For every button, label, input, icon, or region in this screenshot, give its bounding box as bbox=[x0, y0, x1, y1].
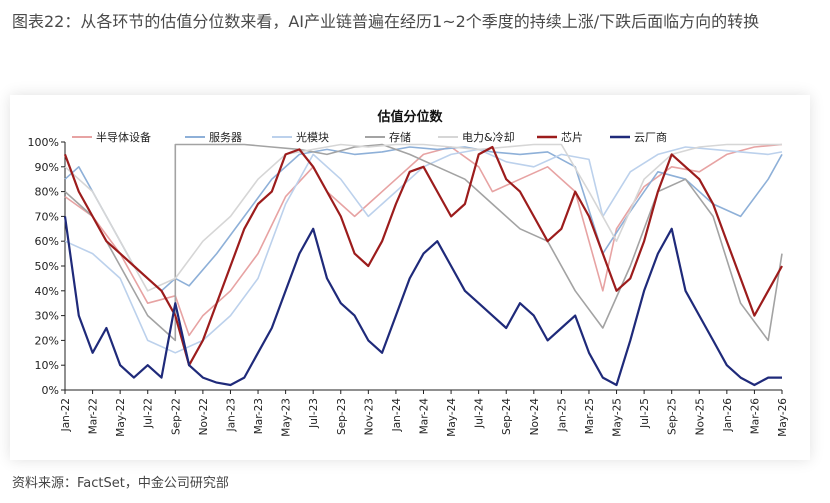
legend-label: 云厂商 bbox=[634, 130, 667, 144]
x-tick-label: Sep-23 bbox=[336, 398, 348, 435]
chart-card: 估值分位数 半导体设备 服务器 光模块 存储 电力&冷却 芯片 云厂商 0% 10% 20% 30… bbox=[10, 95, 810, 460]
series-line-6 bbox=[63, 145, 783, 367]
x-tick-label: Jan-23 bbox=[225, 398, 237, 432]
x-tick-label: Nov-23 bbox=[363, 398, 375, 435]
x-tick-label: Mar-23 bbox=[253, 398, 265, 434]
series-line-5 bbox=[64, 143, 782, 292]
x-tick-label: May-26 bbox=[777, 398, 789, 437]
series-line-2 bbox=[64, 146, 783, 292]
x-tick-label: Sep-22 bbox=[170, 398, 182, 435]
y-tick-label: 60% bbox=[35, 235, 59, 248]
x-tick-label: Nov-22 bbox=[198, 398, 210, 435]
legend: 半导体设备 服务器 光模块 存储 电力&冷却 芯片 云厂商 bbox=[72, 130, 667, 144]
x-tick-label: May-23 bbox=[281, 398, 293, 437]
y-tick-label: 20% bbox=[35, 334, 59, 347]
legend-label: 半导体设备 bbox=[96, 130, 151, 144]
y-tick-label: 80% bbox=[35, 186, 59, 199]
y-tick-label: 50% bbox=[35, 260, 59, 273]
x-tick-label: Mar-26 bbox=[749, 398, 761, 435]
x-tick-label: Jan-22 bbox=[60, 398, 72, 432]
y-tick-label: 40% bbox=[35, 285, 59, 298]
page-title: 图表22：从各环节的估值分位数来看，AI产业链普遍在经历1~2个季度的持续上涨/… bbox=[12, 12, 760, 31]
x-tick-label: May-24 bbox=[446, 398, 458, 437]
legend-label: 光模块 bbox=[296, 130, 329, 144]
y-tick-label: 100% bbox=[28, 136, 59, 149]
x-tick-label: Jan-25 bbox=[556, 398, 568, 432]
y-tick-label: 10% bbox=[35, 359, 59, 372]
chart-title: 估值分位数 bbox=[376, 109, 443, 125]
x-tick-label: Mar-24 bbox=[419, 398, 431, 435]
x-tick-label: May-25 bbox=[612, 398, 624, 437]
y-tick-label: 0% bbox=[42, 384, 59, 397]
x-tick-label: May-22 bbox=[115, 398, 127, 437]
legend-label: 服务器 bbox=[209, 131, 242, 144]
x-tick-label: Mar-22 bbox=[88, 398, 100, 434]
x-tick-label: Nov-25 bbox=[694, 398, 706, 435]
x-tick-label: Jan-24 bbox=[391, 398, 403, 433]
x-tick-label: Jul-24 bbox=[474, 398, 486, 429]
plot-area: 0% 10% 20% 30% 40% 50% 60% 70% 80% 90% 100% Jan-22 M… bbox=[28, 136, 789, 437]
x-tick-label: Jan-26 bbox=[722, 398, 734, 433]
series-line-7 bbox=[63, 216, 782, 387]
series-line-4 bbox=[64, 143, 783, 342]
source-note: 资料来源：FactSet，中金公司研究部 bbox=[12, 476, 229, 491]
legend-label: 电力&冷却 bbox=[462, 131, 515, 144]
series-line-3 bbox=[64, 146, 783, 354]
x-tick-label: Nov-24 bbox=[529, 398, 541, 436]
x-tick-label: Jul-22 bbox=[143, 398, 155, 429]
legend-label: 存储 bbox=[389, 130, 411, 144]
legend-label: 芯片 bbox=[561, 130, 583, 144]
y-tick-label: 90% bbox=[35, 161, 59, 174]
x-tick-label: Sep-25 bbox=[667, 398, 679, 435]
y-tick-label: 30% bbox=[35, 310, 59, 323]
x-tick-label: Jul-23 bbox=[308, 398, 320, 429]
series-line-1 bbox=[64, 143, 783, 337]
x-tick-label: Jul-25 bbox=[639, 398, 651, 429]
y-tick-label: 70% bbox=[35, 210, 59, 223]
x-tick-label: Sep-24 bbox=[501, 398, 513, 435]
percentile-chart: 估值分位数 半导体设备 服务器 光模块 存储 电力&冷却 芯片 云厂商 0% 10% 20% 30… bbox=[28, 109, 789, 437]
x-tick-label: Mar-25 bbox=[584, 398, 596, 434]
